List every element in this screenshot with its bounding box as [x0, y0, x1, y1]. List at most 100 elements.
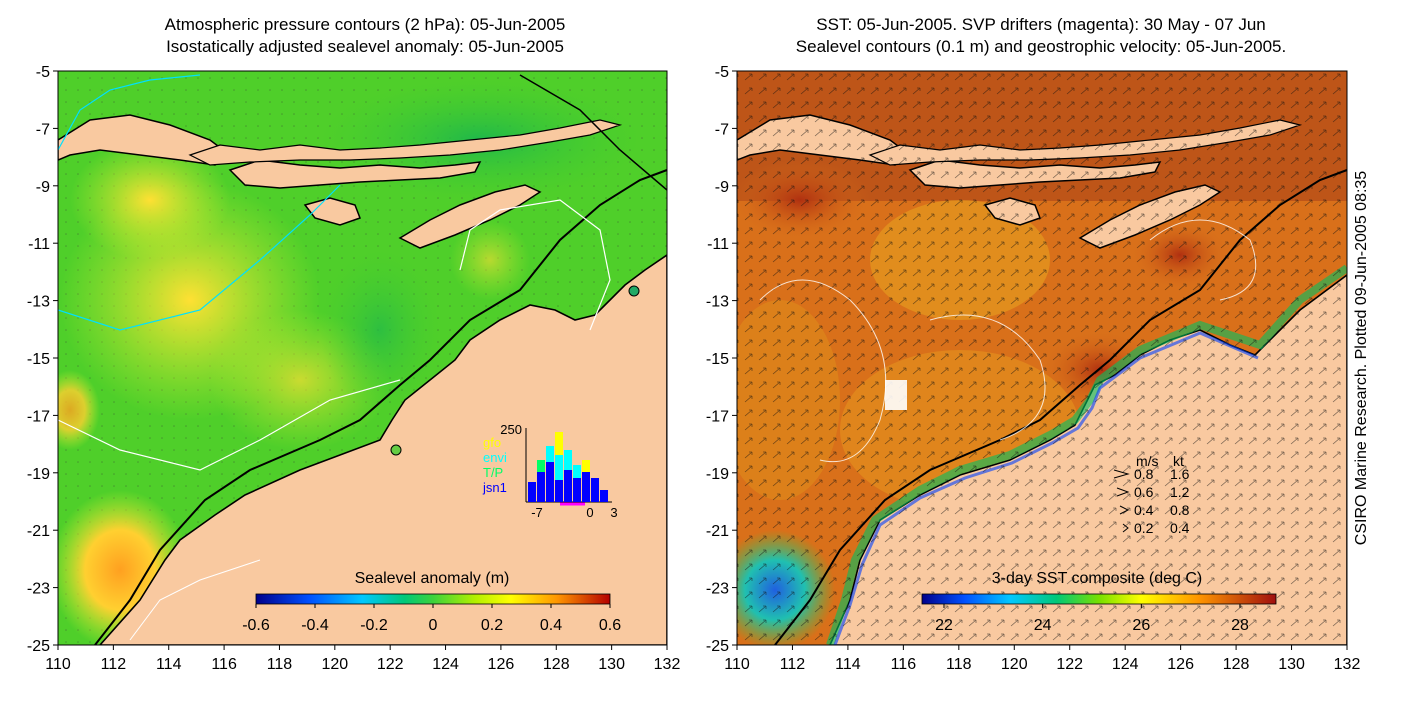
x-tick-label: 126: [488, 656, 515, 673]
right-colorbar-label: 3-day SST composite (deg C): [992, 570, 1202, 587]
left-colorbar-ticks: -0.6 -0.4 -0.2 0 0.2 0.4 0.6: [242, 604, 621, 634]
y-tick-label: -21: [706, 523, 729, 540]
velocity-ms: 0.4: [1134, 502, 1154, 518]
histogram-x-labels: -7 0 3: [531, 505, 617, 520]
x-tick-label: 114: [835, 656, 861, 673]
tide-gauge-1: [390, 444, 402, 456]
sumba-island: [303, 197, 361, 226]
y-tick-label: -23: [27, 581, 50, 598]
right-colorbar: [921, 593, 1277, 605]
histogram-legend-item: gfo: [483, 435, 501, 450]
left-colorbar-label: Sealevel anomaly (m): [355, 570, 510, 587]
left-title-line1: Atmospheric pressure contours (2 hPa): 0…: [164, 15, 566, 34]
x-tick-label: 130: [1278, 656, 1305, 673]
australia-land: [98, 254, 667, 645]
velocity-arrow-icon: [1119, 505, 1130, 515]
colorbar-tick-label: 0.2: [481, 617, 503, 634]
colorbar-tick-label: 26: [1132, 617, 1150, 634]
y-tick-label: -7: [36, 121, 50, 138]
y-tick-label: -23: [706, 581, 729, 598]
velocity-legend: m/s kt 0.8 1.6 0.6 1.2 0.4 0.8 0.2 0.4: [1113, 453, 1190, 536]
y-tick-label: -25: [27, 638, 50, 655]
x-tick-label: 130: [598, 656, 625, 673]
colorbar-tick-label: -0.4: [301, 617, 329, 634]
left-title-line2: Isostatically adjusted sealevel anomaly:…: [166, 37, 564, 56]
x-tick-label: 124: [432, 656, 459, 673]
colorbar-tick-label: 0.4: [540, 617, 562, 634]
colorbar-tick-label: 22: [935, 617, 953, 634]
velocity-kt: 1.6: [1170, 466, 1190, 482]
left-y-ticks: -5 -7 -9 -11 -13 -15 -17 -19 -21 -23 -25: [27, 64, 58, 655]
colorbar-tick-label: -0.6: [242, 617, 270, 634]
velocity-kt: 0.4: [1170, 520, 1190, 536]
histogram-x-label: -7: [531, 505, 543, 520]
y-tick-label: -5: [36, 64, 50, 81]
velocity-arrow-icon: [1113, 469, 1130, 479]
velocity-kt: 1.2: [1170, 484, 1190, 500]
histogram-y-label: 250: [500, 422, 522, 437]
y-tick-label: -19: [706, 466, 729, 483]
x-tick-label: 132: [654, 656, 681, 673]
y-tick-label: -21: [27, 523, 50, 540]
velocity-arrow-icon: [1116, 487, 1130, 497]
y-tick-label: -5: [715, 64, 729, 81]
colorbar-tick-label: -0.2: [360, 617, 388, 634]
right-x-ticks: 110 112 114 116 118 120 122 124 126 128 130 132: [724, 645, 1360, 673]
tide-gauge-2: [628, 285, 640, 297]
y-tick-label: -19: [27, 466, 50, 483]
y-tick-label: -17: [27, 408, 50, 425]
velocity-legend-ms-header: m/s: [1136, 453, 1159, 469]
velocity-ms: 0.8: [1134, 466, 1154, 482]
y-tick-label: -11: [707, 236, 729, 253]
x-tick-label: 118: [267, 656, 293, 673]
histogram-legend-item: T/P: [483, 465, 503, 480]
left-colorbar: [255, 593, 611, 605]
y-tick-label: -7: [715, 121, 729, 138]
x-tick-label: 122: [1056, 656, 1083, 673]
velocity-ms: 0.2: [1134, 520, 1154, 536]
colorbar-tick-label: 0: [429, 617, 438, 634]
y-tick-label: -11: [28, 236, 50, 253]
velocity-ms: 0.6: [1134, 484, 1154, 500]
x-tick-label: 128: [1223, 656, 1250, 673]
y-tick-label: -15: [706, 351, 729, 368]
velocity-legend-kt-header: kt: [1173, 453, 1184, 469]
right-title: SST: 05-Jun-2005. SVP drifters (magenta)…: [736, 14, 1346, 58]
colorbar-tick-label: 0.6: [599, 617, 621, 634]
x-tick-label: 110: [724, 656, 750, 673]
colorbar-tick-label: 28: [1231, 617, 1249, 634]
y-tick-label: -13: [27, 294, 50, 311]
x-tick-label: 118: [946, 656, 972, 673]
y-tick-label: -9: [36, 179, 50, 196]
x-tick-label: 116: [891, 656, 917, 673]
histogram-legend-item: jsn1: [482, 480, 507, 495]
y-tick-label: -17: [706, 408, 729, 425]
colorbar-tick-label: 24: [1034, 617, 1052, 634]
x-tick-label: 128: [543, 656, 570, 673]
cloud-gap: [885, 380, 907, 410]
x-tick-label: 132: [1334, 656, 1361, 673]
y-tick-label: -25: [706, 638, 729, 655]
timor-island: [398, 184, 542, 249]
right-y-ticks: -5 -7 -9 -11 -13 -15 -17 -19 -21 -23 -25: [706, 64, 737, 655]
x-tick-label: 120: [1001, 656, 1028, 673]
histogram-x-label: 3: [610, 505, 617, 520]
side-note-text: CSIRO Marine Research. Plotted 09-Jun-20…: [1353, 170, 1370, 546]
x-tick-label: 112: [780, 656, 806, 673]
x-tick-label: 112: [101, 656, 127, 673]
x-tick-label: 124: [1112, 656, 1139, 673]
velocity-arrow-icon: [1122, 523, 1129, 533]
y-tick-label: -9: [715, 179, 729, 196]
x-tick-label: 126: [1167, 656, 1194, 673]
north-islands: [188, 119, 623, 166]
right-title-line1: SST: 05-Jun-2005. SVP drifters (magenta)…: [816, 15, 1266, 34]
x-tick-label: 122: [377, 656, 404, 673]
y-tick-label: -13: [706, 294, 729, 311]
velocity-kt: 0.8: [1170, 502, 1190, 518]
histogram-legend-item: envi: [483, 450, 507, 465]
right-title-line2: Sealevel contours (0.1 m) and geostrophi…: [795, 37, 1287, 56]
x-tick-label: 120: [321, 656, 348, 673]
left-x-ticks: 110 112 114 116 118 120 122 124 126 128 130 132: [45, 645, 680, 673]
